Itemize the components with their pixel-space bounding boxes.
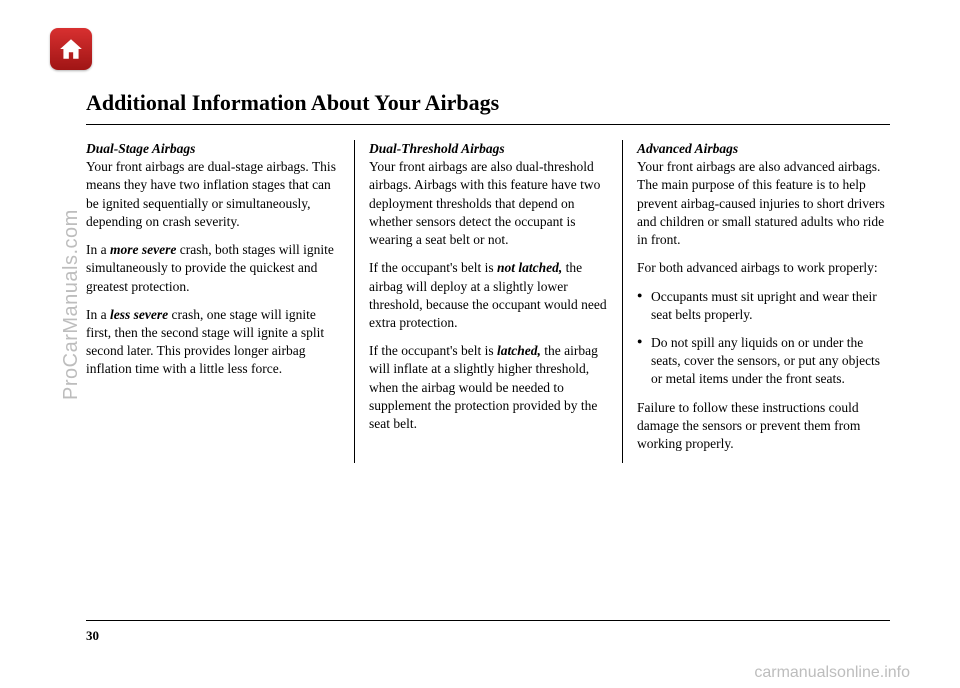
body-text: Your front airbags are also dual-thresho… — [369, 159, 600, 247]
bullet-list: Occupants must sit upright and wear thei… — [637, 288, 890, 389]
content-columns: Dual-Stage Airbags Your front airbags ar… — [86, 140, 890, 463]
page-title: Additional Information About Your Airbag… — [86, 90, 499, 116]
divider-top — [86, 124, 890, 125]
body-text: In a — [86, 242, 110, 257]
subheading: Advanced Airbags — [637, 141, 738, 156]
column-advanced: Advanced Airbags Your front airbags are … — [622, 140, 890, 463]
body-text: If the occupant's belt is — [369, 260, 497, 275]
divider-bottom — [86, 620, 890, 621]
body-text: Your front airbags are also advanced air… — [637, 159, 885, 247]
home-button[interactable] — [50, 28, 92, 70]
home-icon — [58, 36, 84, 62]
emphasis: not latched, — [497, 260, 562, 275]
paragraph: Advanced Airbags Your front airbags are … — [637, 140, 890, 249]
paragraph: If the occupant's belt is not latched, t… — [369, 259, 610, 332]
emphasis: latched, — [497, 343, 541, 358]
subheading: Dual-Stage Airbags — [86, 141, 195, 156]
paragraph: In a more severe crash, both stages will… — [86, 241, 342, 296]
list-item: Do not spill any liquids on or under the… — [637, 334, 890, 389]
paragraph: Dual-Threshold Airbags Your front airbag… — [369, 140, 610, 249]
paragraph: For both advanced airbags to work proper… — [637, 259, 890, 277]
column-dual-stage: Dual-Stage Airbags Your front airbags ar… — [86, 140, 354, 463]
paragraph: In a less severe crash, one stage will i… — [86, 306, 342, 379]
body-text: Your front airbags are dual-stage airbag… — [86, 159, 336, 229]
column-dual-threshold: Dual-Threshold Airbags Your front airbag… — [354, 140, 622, 463]
body-text: In a — [86, 307, 110, 322]
paragraph: Failure to follow these instructions cou… — [637, 399, 890, 454]
watermark-bottom: carmanualsonline.info — [754, 664, 910, 682]
list-item: Occupants must sit upright and wear thei… — [637, 288, 890, 324]
body-text: If the occupant's belt is — [369, 343, 497, 358]
watermark-left: ProCarManuals.com — [60, 209, 83, 400]
emphasis: less severe — [110, 307, 168, 322]
emphasis: more severe — [110, 242, 176, 257]
paragraph: If the occupant's belt is latched, the a… — [369, 342, 610, 433]
subheading: Dual-Threshold Airbags — [369, 141, 505, 156]
page-number: 30 — [86, 628, 99, 644]
paragraph: Dual-Stage Airbags Your front airbags ar… — [86, 140, 342, 231]
manual-page: Additional Information About Your Airbag… — [0, 0, 960, 688]
